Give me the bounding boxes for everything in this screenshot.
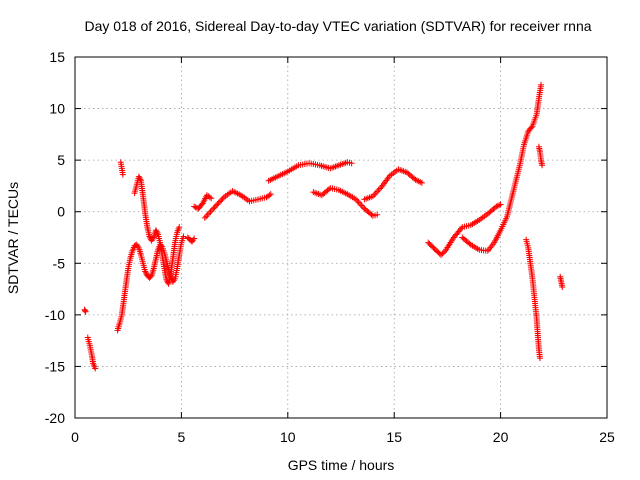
axis-tick-labels: 0 5 10 15 20 25 -20 -15 -10 -5 0 5 10 15: [45, 49, 615, 445]
data-point: [538, 81, 545, 88]
data-point: [211, 204, 218, 211]
data-point: [496, 202, 503, 209]
data-point: [267, 191, 274, 198]
data-point: [208, 207, 215, 214]
data-point: [92, 365, 99, 372]
data-point: [466, 240, 473, 247]
data-point: [136, 175, 143, 182]
data-point: [207, 208, 214, 215]
data-point: [418, 179, 425, 186]
plot-frame: [74, 56, 608, 419]
data-point: [411, 175, 418, 182]
data-point: [348, 160, 355, 167]
data-point: [142, 268, 149, 275]
x-tick-label: 10: [280, 429, 296, 445]
data-point: [439, 250, 446, 257]
data-point: [368, 211, 375, 218]
data-point: [119, 171, 126, 178]
data-point: [153, 228, 160, 235]
data-point: [201, 214, 208, 221]
grid-lines: [75, 57, 607, 418]
data-point: [203, 213, 210, 220]
data-point: [374, 211, 381, 218]
data-point: [494, 202, 501, 209]
y-tick-label: 5: [57, 152, 65, 168]
data-point: [215, 199, 222, 206]
data-point: [359, 204, 366, 211]
y-tick-label: -10: [45, 307, 65, 323]
y-tick-label: -5: [53, 255, 66, 271]
y-axis-title: SDTVAR / TECUs: [5, 182, 21, 294]
data-point: [212, 202, 219, 209]
data-point: [528, 124, 535, 131]
data-point: [152, 227, 159, 234]
data-point: [493, 203, 500, 210]
data-point: [375, 187, 382, 194]
data-point: [142, 269, 149, 276]
data-point: [206, 210, 213, 217]
x-tick-label: 20: [493, 429, 509, 445]
x-tick-label: 0: [71, 429, 79, 445]
data-point: [325, 186, 332, 193]
y-tick-label: 15: [49, 49, 65, 65]
data-point: [539, 162, 546, 169]
data-point: [208, 195, 215, 202]
data-point: [372, 190, 379, 197]
chart-title: Day 018 of 2016, Sidereal Day-to-day VTE…: [84, 18, 591, 34]
data-points: [81, 81, 566, 372]
data-point: [497, 201, 504, 208]
data-point: [415, 178, 422, 185]
data-point: [206, 194, 213, 201]
data-point: [438, 252, 445, 259]
data-point: [536, 355, 543, 362]
data-point: [154, 230, 161, 237]
y-tick-label: 10: [49, 101, 65, 117]
data-point: [358, 202, 365, 209]
data-point: [216, 198, 223, 205]
data-point: [440, 249, 447, 256]
y-tick-label: -20: [45, 410, 65, 426]
data-point: [135, 173, 142, 180]
data-point: [82, 308, 89, 315]
data-point: [559, 284, 566, 291]
data-point: [137, 176, 144, 183]
y-tick-label: -15: [45, 358, 65, 374]
data-point: [146, 233, 153, 240]
data-point: [191, 235, 198, 242]
x-tick-label: 15: [386, 429, 402, 445]
data-point: [210, 205, 217, 212]
data-point: [191, 203, 198, 210]
y-tick-label: 0: [57, 204, 65, 220]
data-point: [204, 211, 211, 218]
data-point: [377, 185, 384, 192]
x-tick-label: 5: [178, 429, 186, 445]
axis-ticks: [74, 56, 608, 419]
data-point: [266, 192, 273, 199]
data-point: [219, 195, 226, 202]
data-point: [82, 307, 89, 314]
x-tick-label: 25: [599, 429, 615, 445]
data-point: [176, 224, 183, 231]
data-point: [458, 225, 465, 232]
data-point: [374, 188, 381, 195]
x-axis-title: GPS time / hours: [288, 457, 395, 473]
data-point: [355, 199, 362, 206]
data-point: [357, 200, 364, 207]
data-point: [214, 201, 221, 208]
data-point: [218, 197, 225, 204]
data-point: [180, 233, 187, 240]
